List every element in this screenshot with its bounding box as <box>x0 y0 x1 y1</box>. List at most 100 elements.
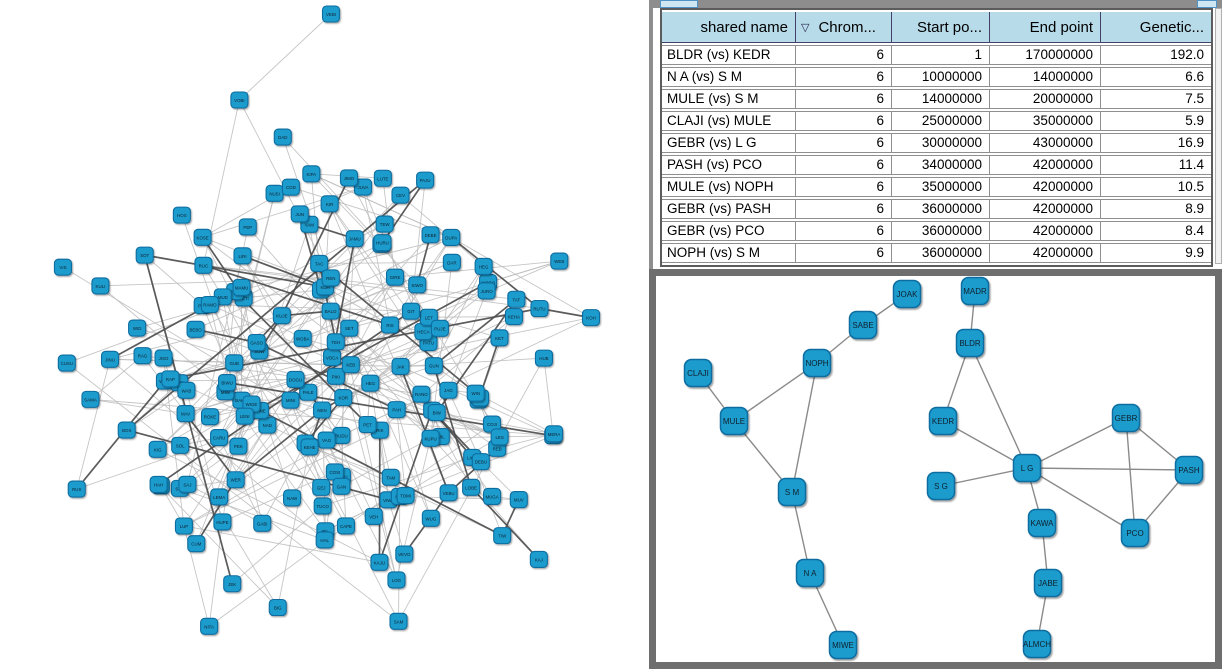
graph-node[interactable]: PASH <box>1174 455 1204 485</box>
cell-value[interactable]: 6.6 <box>1101 67 1211 87</box>
graph-node[interactable]: CAPE <box>336 517 355 535</box>
cell-value[interactable]: 42000000 <box>990 221 1101 241</box>
graph-node[interactable]: LEMA <box>210 488 229 506</box>
graph-node[interactable]: GEBR <box>1111 403 1141 433</box>
graph-node[interactable]: LOG <box>387 571 406 589</box>
graph-node[interactable]: KOR <box>334 388 353 407</box>
graph-node[interactable]: VEVO <box>395 545 414 563</box>
column-header-start-po-[interactable]: Start po... <box>892 12 990 43</box>
cell-value[interactable]: 5.9 <box>1101 111 1211 131</box>
graph-node[interactable]: CUSU <box>57 354 76 372</box>
graph-node[interactable]: GIRE <box>385 268 405 286</box>
graph-node[interactable]: DAD <box>273 128 292 146</box>
graph-node[interactable]: SAM <box>389 612 408 630</box>
network-overview-canvas[interactable]: PIKIPALEVOCAKORDOGUKEBNENWOBAHEGMINITEHR… <box>0 0 649 669</box>
graph-node[interactable]: TEW <box>375 215 394 233</box>
cell-value[interactable]: 14000000 <box>990 67 1101 87</box>
graph-node[interactable]: VEBU <box>439 484 458 502</box>
graph-node[interactable]: JAK <box>391 357 410 375</box>
cell-value[interactable]: 34000000 <box>892 155 990 175</box>
column-header-shared-name[interactable]: shared name <box>662 12 796 43</box>
graph-node[interactable]: ROKE <box>200 408 220 426</box>
graph-node[interactable]: JIMO <box>339 169 359 187</box>
graph-node[interactable]: PAH <box>387 401 406 419</box>
graph-node[interactable]: BIG <box>268 598 287 617</box>
cell-value[interactable]: 42000000 <box>990 177 1101 197</box>
graph-edge[interactable] <box>1026 417 1127 469</box>
graph-node[interactable]: JEK <box>223 575 242 593</box>
graph-node[interactable]: BIWU <box>218 374 237 392</box>
graph-node[interactable]: S G <box>926 471 956 501</box>
column-header-chrom-[interactable]: ▽ Chrom... <box>796 12 892 43</box>
cell-value[interactable]: 6 <box>796 67 892 87</box>
cell-value[interactable]: 9.9 <box>1101 243 1211 263</box>
graph-node[interactable]: JAMU <box>345 230 364 248</box>
graph-node[interactable]: RUC <box>194 256 213 274</box>
graph-node[interactable]: DAR <box>442 253 461 271</box>
graph-node[interactable]: GIT <box>401 302 421 320</box>
graph-edge[interactable] <box>733 362 818 422</box>
graph-node[interactable]: HUPE <box>213 513 232 531</box>
cell-value[interactable]: 192.0 <box>1101 45 1211 65</box>
cell-value[interactable]: 11.4 <box>1101 155 1211 175</box>
graph-node[interactable]: KUJE <box>272 307 291 325</box>
cell-value[interactable]: 6 <box>796 89 892 109</box>
table-row[interactable]: MULE (vs) S M 6 14000000 20000000 7.5 <box>662 89 1211 109</box>
graph-node[interactable]: SIWO <box>408 276 427 294</box>
table-row[interactable]: CLAJI (vs) MULE 6 25000000 35000000 5.9 <box>662 111 1211 131</box>
graph-node[interactable]: WUG <box>421 509 440 527</box>
cell-value[interactable]: 36000000 <box>892 221 990 241</box>
graph-node[interactable]: REN <box>321 269 340 287</box>
graph-node[interactable]: CLAJI <box>683 358 713 388</box>
graph-node[interactable]: PUJE <box>430 319 449 337</box>
graph-node[interactable]: WOBA <box>293 329 312 347</box>
graph-node[interactable]: MIWE <box>828 630 858 660</box>
cell-value[interactable]: 6 <box>796 243 892 263</box>
table-row[interactable]: NOPH (vs) S M 6 36000000 42000000 9.9 <box>662 243 1211 263</box>
cell-value[interactable]: 6 <box>796 199 892 219</box>
graph-node[interactable]: RAG <box>133 347 152 365</box>
graph-node[interactable]: S M <box>777 477 807 507</box>
graph-node[interactable]: SOT <box>135 246 154 264</box>
cell-shared-name[interactable]: CLAJI (vs) MULE <box>662 111 796 131</box>
graph-node[interactable]: SET <box>340 319 359 337</box>
cell-value[interactable]: 42000000 <box>990 199 1101 219</box>
cell-value[interactable]: 16.9 <box>1101 133 1211 153</box>
graph-node[interactable]: WER <box>226 471 245 489</box>
graph-node[interactable]: HUB <box>534 349 554 367</box>
graph-node[interactable]: KAWA <box>1027 508 1057 538</box>
graph-node[interactable]: TAC <box>310 254 329 273</box>
table-row[interactable]: GEBR (vs) L G 6 30000000 43000000 16.9 <box>662 133 1211 153</box>
graph-node[interactable]: PCO <box>1120 518 1150 548</box>
cell-value[interactable]: 35000000 <box>990 111 1101 131</box>
graph-node[interactable]: KUPU <box>421 429 440 447</box>
panel-splitter[interactable] <box>649 0 653 269</box>
graph-node[interactable]: RAP <box>161 370 180 388</box>
graph-node[interactable]: KEHE <box>300 438 319 456</box>
cell-shared-name[interactable]: GEBR (vs) PCO <box>662 221 796 241</box>
graph-node[interactable]: SOL <box>171 436 190 454</box>
graph-node[interactable]: PEP <box>238 218 257 236</box>
graph-node[interactable]: CEV <box>391 186 410 204</box>
table-row[interactable]: N A (vs) S M 6 10000000 14000000 6.6 <box>662 67 1211 87</box>
graph-node[interactable]: CARU <box>210 429 229 447</box>
cell-value[interactable]: 8.4 <box>1101 221 1211 241</box>
cell-shared-name[interactable]: PASH (vs) PCO <box>662 155 796 175</box>
graph-node[interactable]: NAD <box>258 416 277 434</box>
graph-node[interactable]: LES <box>490 428 509 446</box>
graph-node[interactable]: TIW <box>493 527 512 545</box>
cell-value[interactable]: 42000000 <box>990 243 1101 263</box>
graph-node[interactable]: PET <box>358 415 377 434</box>
cell-shared-name[interactable]: BLDR (vs) KEDR <box>662 45 796 65</box>
graph-node[interactable]: KIG <box>148 440 167 458</box>
graph-node[interactable]: BOS <box>117 421 136 439</box>
table-row[interactable]: BLDR (vs) KEDR 6 1 170000000 192.0 <box>662 45 1211 65</box>
cell-value[interactable]: 20000000 <box>990 89 1101 109</box>
table-row[interactable]: GEBR (vs) PCO 6 36000000 42000000 8.4 <box>662 221 1211 241</box>
graph-node[interactable]: SABE <box>848 310 878 340</box>
graph-node[interactable]: WAB <box>177 381 196 399</box>
cell-value[interactable]: 25000000 <box>892 111 990 131</box>
graph-node[interactable]: WIN <box>466 384 485 402</box>
graph-node[interactable]: L G <box>1012 453 1042 483</box>
cell-value[interactable]: 170000000 <box>990 45 1101 65</box>
